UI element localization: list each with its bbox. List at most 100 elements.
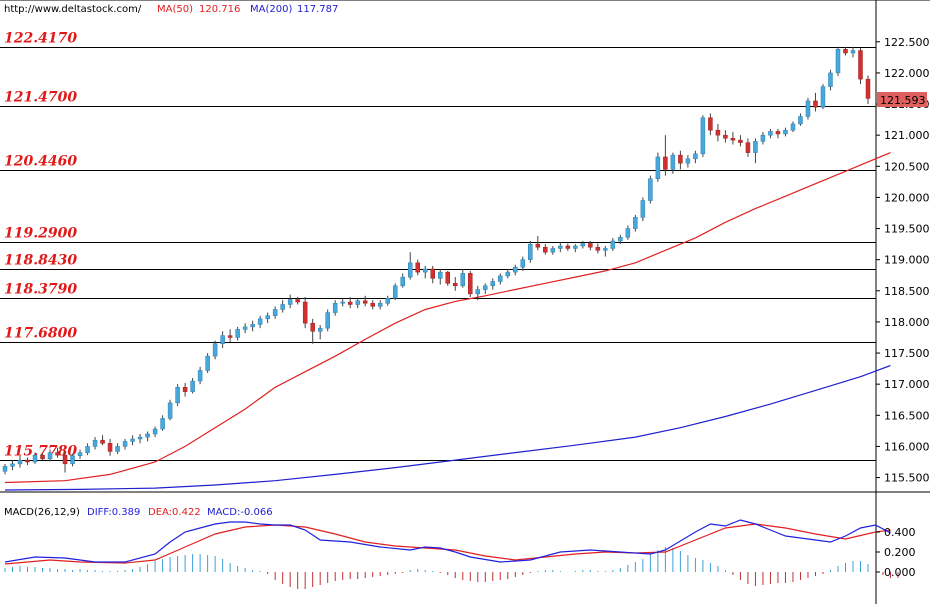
- candle: [858, 48, 863, 85]
- candle-body-down: [723, 134, 728, 139]
- candle-body-up: [400, 276, 405, 287]
- candle: [407, 252, 413, 280]
- candle-body-up: [280, 304, 285, 310]
- candle-body-up: [648, 178, 653, 201]
- candle: [483, 283, 488, 294]
- candle: [438, 269, 443, 285]
- candle: [40, 453, 45, 461]
- price-tick-label: 119.500: [884, 223, 930, 236]
- candle: [693, 150, 698, 164]
- price-tick-label: 122.000: [884, 67, 930, 80]
- candle-body-up: [625, 228, 631, 238]
- candle: [77, 449, 83, 459]
- candle: [430, 265, 435, 284]
- candle: [625, 225, 631, 240]
- candle: [535, 236, 541, 251]
- candle: [62, 451, 68, 473]
- candle: [505, 269, 511, 279]
- candle: [205, 353, 210, 373]
- candle-body-down: [595, 246, 601, 251]
- candle: [115, 443, 120, 454]
- candle-body-up: [242, 326, 248, 330]
- candle-body-down: [535, 243, 541, 248]
- price-tick-label: 120.500: [884, 160, 930, 173]
- candle: [565, 243, 571, 251]
- candle-body-down: [370, 302, 375, 307]
- level-label: 120.4460: [4, 154, 77, 170]
- candle-body-down: [445, 271, 451, 284]
- candle: [362, 295, 368, 307]
- candle-body-up: [850, 50, 856, 54]
- macd-label: MACD(26,12,9): [4, 507, 80, 518]
- candle-body-up: [460, 273, 466, 287]
- candle-body-up: [805, 100, 811, 117]
- candle-body-up: [2, 466, 8, 472]
- candle-body-up: [205, 355, 210, 371]
- candle-body-up: [670, 154, 676, 170]
- price-tick-label: 116.500: [884, 409, 930, 422]
- macd-tick-label: 0.400: [884, 526, 916, 539]
- macd-diff-label: DIFF:0.389: [87, 507, 140, 518]
- candle-body-down: [453, 283, 458, 287]
- candle: [655, 152, 661, 182]
- candle: [783, 127, 788, 137]
- candle-body-down: [295, 299, 300, 303]
- candle: [325, 309, 330, 332]
- price-tick-label: 119.000: [884, 254, 930, 267]
- candle: [640, 197, 646, 222]
- candle: [145, 431, 150, 442]
- candle-body-up: [197, 370, 203, 382]
- candle: [730, 132, 736, 145]
- candle-body-up: [498, 275, 503, 282]
- candle-body-down: [468, 273, 473, 295]
- candle-body-up: [407, 262, 413, 278]
- candle-body-up: [250, 324, 255, 328]
- candle: [550, 245, 556, 255]
- candle: [603, 245, 608, 257]
- candle: [175, 384, 180, 406]
- candle-body-up: [550, 248, 556, 253]
- candle-body-down: [813, 100, 818, 108]
- candle: [768, 128, 773, 139]
- candle-body-up: [130, 438, 135, 442]
- candle: [32, 452, 38, 464]
- candle: [392, 283, 398, 301]
- candle: [400, 273, 405, 288]
- candle: [197, 366, 203, 385]
- candle-body-up: [167, 402, 173, 419]
- level-label: 118.8430: [4, 253, 77, 269]
- candle-body-down: [25, 459, 30, 463]
- candle-body-up: [385, 298, 390, 304]
- level-label: 119.2900: [4, 226, 77, 242]
- support-resistance-levels: 122.4170 121.4700 120.4460 119.2900 118.8430…: [0, 31, 876, 461]
- candle: [302, 297, 308, 329]
- candle-body-up: [640, 200, 646, 218]
- candle: [370, 300, 375, 310]
- candle: [17, 455, 23, 468]
- candle-body-up: [77, 452, 83, 457]
- candle-body-up: [422, 268, 428, 273]
- candle-body-up: [558, 245, 563, 249]
- candle: [723, 130, 728, 143]
- macd-tick-label: 0.200: [884, 546, 916, 559]
- candle-body-up: [190, 380, 195, 392]
- candle: [813, 92, 818, 112]
- candle-body-up: [160, 418, 165, 430]
- candle: [828, 69, 833, 91]
- site-url[interactable]: http://www.deltastock.com/: [4, 4, 142, 15]
- ma50-value: 120.716: [199, 4, 240, 15]
- candle: [2, 463, 8, 475]
- ma200-label: MA(200): [250, 4, 292, 15]
- candle-body-down: [107, 443, 113, 452]
- candle: [490, 278, 496, 290]
- candle: [92, 437, 98, 450]
- price-tick-label: 117.500: [884, 347, 930, 360]
- candle: [663, 135, 668, 176]
- candle: [107, 438, 113, 456]
- candle-body-up: [580, 243, 586, 247]
- candle: [753, 138, 758, 164]
- candle-body-up: [325, 312, 330, 329]
- candle: [55, 447, 60, 458]
